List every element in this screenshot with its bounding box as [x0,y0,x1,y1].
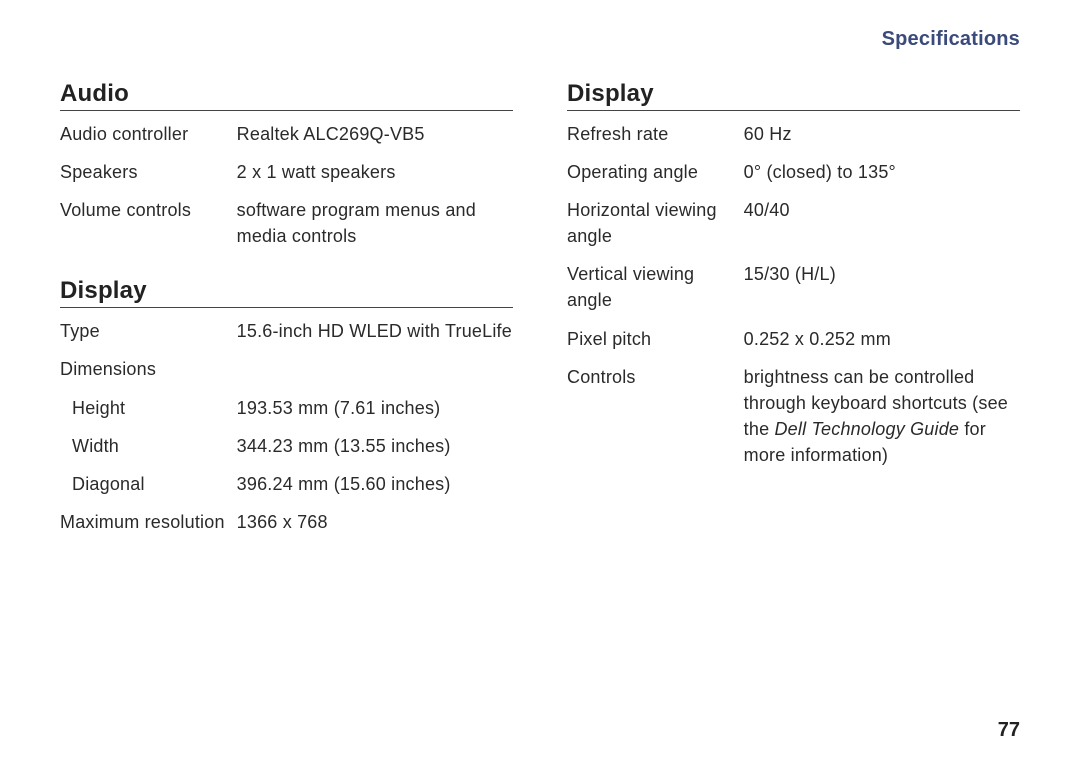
spec-value: 396.24 mm (15.60 inches) [237,465,513,503]
header-specifications: Specifications [882,28,1020,51]
spec-value: 15/30 (H/L) [744,255,1020,319]
display-spec-table-left: Type 15.6-inch HD WLED with TrueLife Dim… [60,312,513,541]
page: Specifications Audio Audio controller Re… [0,0,1080,766]
content-columns: Audio Audio controller Realtek ALC269Q-V… [60,80,1020,541]
spec-value [237,350,513,388]
spec-label: Height [60,389,237,427]
spec-value: 2 x 1 watt speakers [237,153,513,191]
spec-value: 0.252 x 0.252 mm [744,320,1020,358]
spec-value: 193.53 mm (7.61 inches) [237,389,513,427]
spec-value: 15.6-inch HD WLED with TrueLife [237,312,513,350]
table-row: Operating angle 0° (closed) to 135° [567,153,1020,191]
spec-label: Width [60,427,237,465]
spec-label: Vertical viewing angle [567,255,744,319]
spec-label: Audio controller [60,115,237,153]
audio-spec-table: Audio controller Realtek ALC269Q-VB5 Spe… [60,115,513,255]
spec-value: 40/40 [744,191,1020,255]
section-title-audio: Audio [60,80,513,111]
table-row: Type 15.6-inch HD WLED with TrueLife [60,312,513,350]
table-row: Audio controller Realtek ALC269Q-VB5 [60,115,513,153]
spec-label: Dimensions [60,350,237,388]
spec-label: Pixel pitch [567,320,744,358]
display-spec-table-right: Refresh rate 60 Hz Operating angle 0° (c… [567,115,1020,474]
spec-label: Maximum resolution [60,503,237,541]
table-row: Vertical viewing angle 15/30 (H/L) [567,255,1020,319]
table-row: Maximum resolution 1366 x 768 [60,503,513,541]
controls-value-italic: Dell Technology Guide [774,419,959,439]
spec-label: Operating angle [567,153,744,191]
left-column: Audio Audio controller Realtek ALC269Q-V… [60,80,513,541]
table-row: Speakers 2 x 1 watt speakers [60,153,513,191]
spec-value: software program menus and media control… [237,191,513,255]
spec-value: 60 Hz [744,115,1020,153]
table-row: Horizontal viewing angle 40/40 [567,191,1020,255]
spec-label: Type [60,312,237,350]
table-row: Diagonal 396.24 mm (15.60 inches) [60,465,513,503]
spec-label: Diagonal [60,465,237,503]
spec-label: Horizontal viewing angle [567,191,744,255]
table-row: Dimensions [60,350,513,388]
section-title-display-right: Display [567,80,1020,111]
page-number: 77 [998,719,1020,742]
spec-label: Refresh rate [567,115,744,153]
spec-value: 0° (closed) to 135° [744,153,1020,191]
table-row: Pixel pitch 0.252 x 0.252 mm [567,320,1020,358]
table-row: Volume controls software program menus a… [60,191,513,255]
spec-value: 1366 x 768 [237,503,513,541]
table-row: Height 193.53 mm (7.61 inches) [60,389,513,427]
table-row: Refresh rate 60 Hz [567,115,1020,153]
spec-value: Realtek ALC269Q-VB5 [237,115,513,153]
table-row: Controls brightness can be controlled th… [567,358,1020,474]
table-row: Width 344.23 mm (13.55 inches) [60,427,513,465]
section-title-display-left: Display [60,277,513,308]
right-column: Display Refresh rate 60 Hz Operating ang… [567,80,1020,541]
spec-label: Controls [567,358,744,474]
spec-label: Speakers [60,153,237,191]
spec-value: brightness can be controlled through key… [744,358,1020,474]
spec-value: 344.23 mm (13.55 inches) [237,427,513,465]
spec-label: Volume controls [60,191,237,255]
